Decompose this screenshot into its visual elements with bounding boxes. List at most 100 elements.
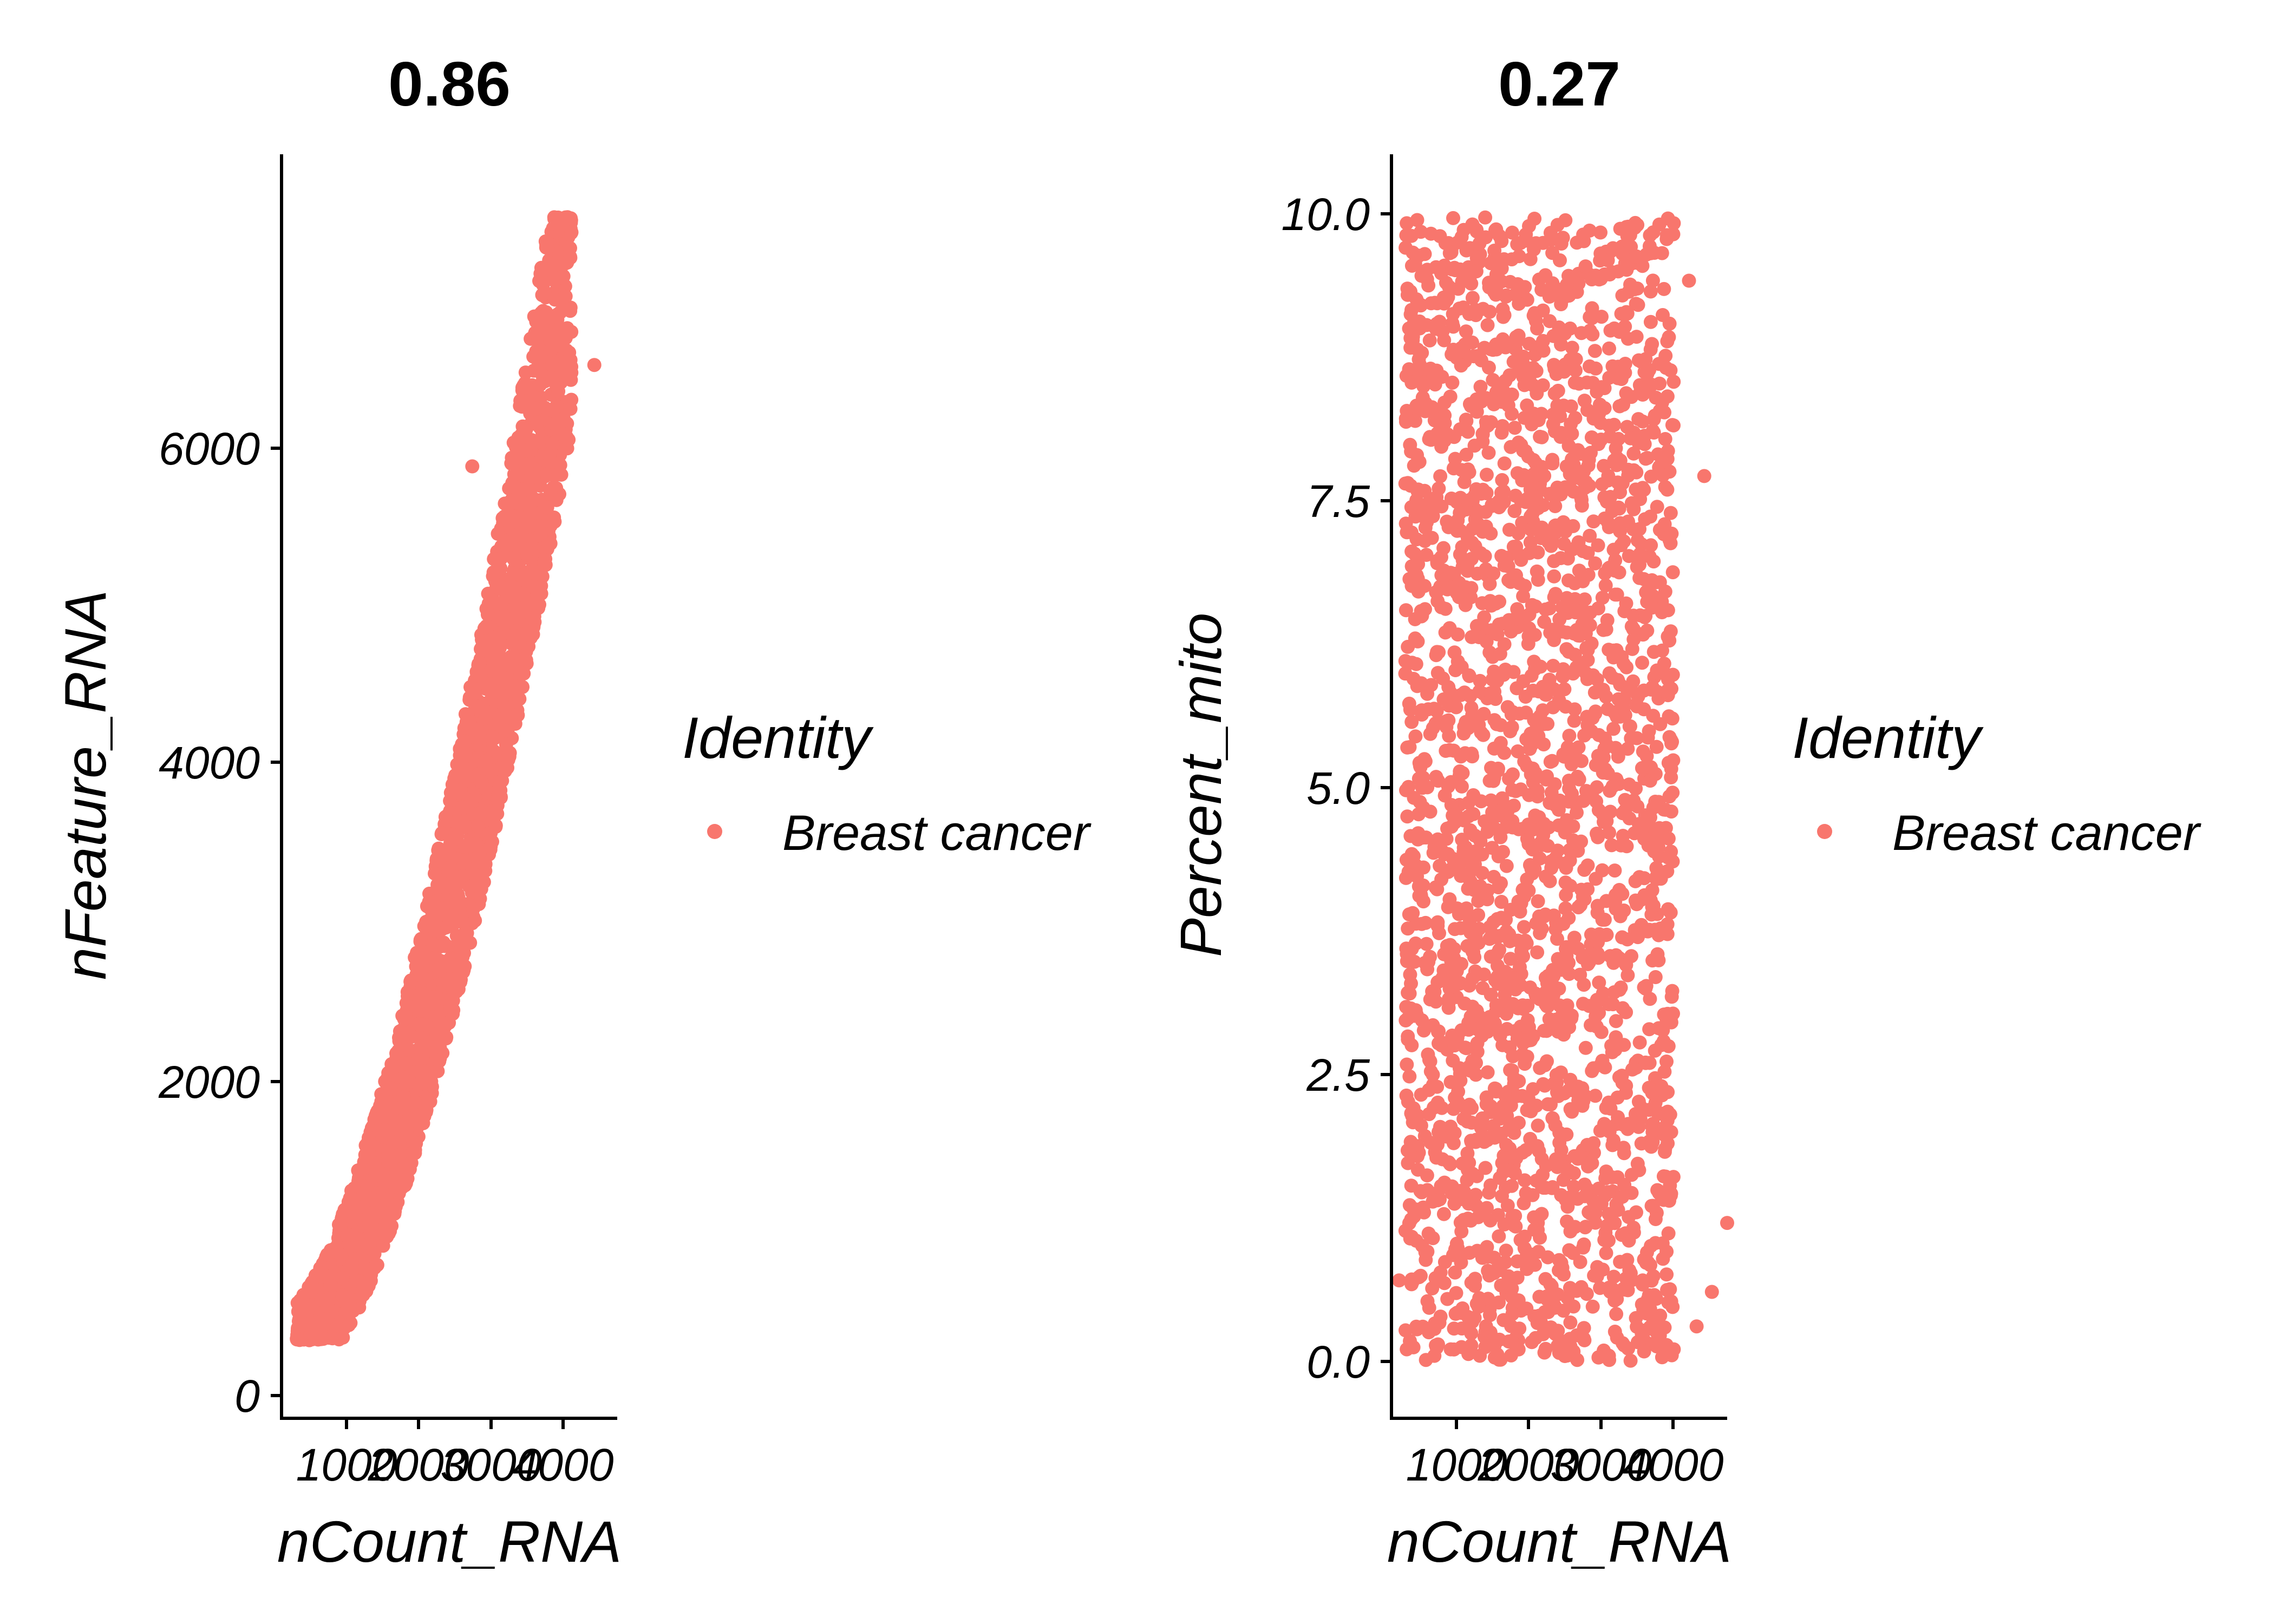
data-point	[1553, 1065, 1568, 1080]
data-point	[1419, 937, 1434, 951]
data-point	[1531, 1118, 1545, 1133]
data-point	[1589, 794, 1604, 809]
data-point	[1646, 1269, 1661, 1284]
data-point	[1531, 573, 1545, 587]
data-point	[1648, 1101, 1662, 1116]
data-point	[1645, 900, 1659, 914]
data-point	[1632, 1035, 1647, 1050]
data-point	[1455, 766, 1470, 781]
data-point	[1577, 394, 1592, 408]
data-point	[1588, 556, 1603, 571]
data-point	[1560, 1214, 1574, 1229]
data-point	[1521, 1188, 1535, 1202]
data-point	[1604, 838, 1619, 853]
data-point	[1465, 552, 1479, 566]
data-point	[1497, 456, 1512, 471]
data-point	[1590, 827, 1604, 841]
data-point	[1612, 983, 1627, 997]
data-point	[1507, 1071, 1521, 1086]
data-point	[1662, 709, 1676, 724]
data-point	[430, 880, 445, 895]
data-point	[378, 1174, 393, 1188]
data-point	[1422, 1325, 1436, 1340]
data-point	[398, 1009, 413, 1023]
data-point	[1502, 522, 1517, 537]
data-point	[1652, 217, 1667, 232]
data-point	[1566, 1299, 1581, 1314]
data-point	[1543, 755, 1558, 769]
data-point	[350, 1232, 365, 1246]
data-point	[434, 826, 449, 841]
y-tick-label: 6000	[159, 423, 260, 474]
data-point	[540, 500, 554, 515]
data-point	[501, 752, 515, 767]
data-point	[1480, 1201, 1494, 1215]
data-point	[367, 1156, 382, 1171]
data-point	[1422, 333, 1437, 348]
data-point	[377, 1123, 391, 1137]
data-point	[1429, 1150, 1443, 1165]
data-point	[1459, 324, 1473, 339]
data-point	[1573, 1255, 1587, 1269]
data-point	[471, 819, 485, 833]
data-point	[503, 537, 518, 552]
data-point	[1521, 637, 1535, 651]
data-point	[1632, 1163, 1646, 1177]
data-point	[1577, 607, 1591, 622]
data-point	[1585, 1299, 1600, 1314]
data-point	[1464, 1326, 1479, 1341]
y-tick-label: 0	[234, 1371, 260, 1422]
data-point	[532, 434, 546, 449]
data-point	[468, 686, 482, 700]
data-point	[335, 1271, 350, 1285]
data-point	[1603, 1285, 1617, 1299]
data-point	[1458, 598, 1473, 612]
data-point	[1538, 1058, 1552, 1072]
data-point	[446, 870, 461, 885]
data-point	[1533, 429, 1547, 444]
data-point	[332, 1332, 347, 1347]
data-point	[1462, 1097, 1477, 1112]
data-point	[1506, 1049, 1520, 1064]
data-point	[1404, 375, 1419, 390]
data-point	[1611, 518, 1625, 533]
data-point	[479, 754, 493, 768]
data-point	[1659, 232, 1674, 246]
data-point	[1408, 509, 1423, 524]
data-point	[1399, 603, 1413, 618]
data-point	[1520, 398, 1534, 412]
data-point	[1612, 399, 1627, 414]
data-point	[1532, 1308, 1546, 1323]
data-point	[1597, 459, 1611, 473]
data-point	[1639, 979, 1654, 993]
data-point	[1597, 1117, 1611, 1131]
data-point	[1516, 349, 1531, 364]
data-point	[458, 734, 472, 749]
data-point	[1593, 225, 1608, 240]
data-point	[518, 443, 533, 458]
data-point	[1612, 565, 1626, 580]
data-point	[1538, 1341, 1553, 1356]
data-point	[366, 1193, 381, 1207]
data-point	[1619, 660, 1634, 675]
data-point	[427, 990, 441, 1004]
data-point	[455, 949, 470, 964]
data-point	[1665, 984, 1680, 998]
data-point	[367, 1247, 382, 1261]
data-point	[470, 699, 485, 714]
data-point	[1455, 833, 1469, 847]
data-point	[451, 890, 466, 905]
data-point	[1473, 379, 1488, 394]
data-point	[404, 1030, 419, 1044]
data-point	[1561, 573, 1576, 588]
data-point	[1558, 875, 1573, 890]
data-point	[528, 401, 543, 416]
data-point	[1537, 909, 1551, 924]
data-point	[1626, 608, 1641, 623]
data-point	[1422, 1052, 1436, 1067]
data-point	[458, 853, 472, 868]
data-point	[1608, 863, 1622, 878]
data-point	[1648, 822, 1662, 837]
data-point	[343, 1298, 357, 1313]
